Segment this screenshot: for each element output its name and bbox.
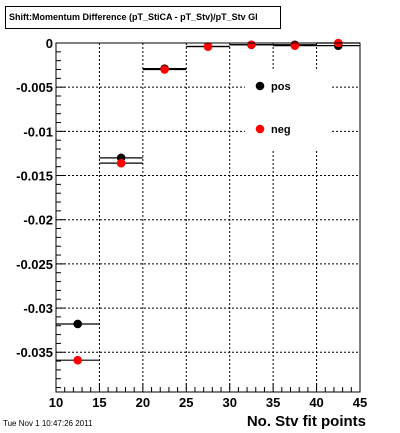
data-point-neg (203, 42, 213, 51)
y-tick-label: -0.03 (23, 301, 53, 316)
data-point-pos (73, 319, 83, 329)
legend: pos neg (245, 70, 331, 150)
x-tick-label: 45 (353, 395, 367, 410)
x-axis-label: No. Stv fit points (247, 413, 366, 430)
x-tick-label: 20 (136, 395, 150, 410)
y-tick-label: -0.015 (16, 169, 53, 184)
data-point-neg (73, 355, 83, 365)
timestamp: Tue Nov 1 10:47:26 2011 (3, 419, 93, 428)
data-point-neg (160, 65, 169, 74)
legend-marker-neg (255, 124, 265, 134)
data-point-neg (290, 41, 300, 50)
y-tick-label: -0.02 (23, 213, 53, 228)
data-point-neg (247, 40, 256, 50)
x-tick-label: 25 (179, 395, 193, 410)
plot-frame (55, 42, 361, 393)
y-tick-label: 0 (46, 36, 53, 51)
data-point-neg (116, 158, 126, 168)
y-tick-label: -0.01 (23, 124, 53, 139)
x-tick-label: 30 (222, 395, 236, 410)
legend-label-pos: pos (271, 81, 291, 93)
x-tick-label: 40 (309, 395, 323, 410)
y-tick-label: -0.035 (16, 345, 53, 360)
legend-marker-pos (255, 81, 265, 91)
axis-ticks: 10 15 20 25 30 35 40 45 0 -0.005 -0.01 -0.015 -0.02 -… (16, 36, 367, 410)
y-tick-label: -0.025 (16, 257, 53, 272)
data-series (56, 38, 360, 365)
x-tick-label: 35 (266, 395, 280, 410)
y-tick-label: -0.005 (16, 80, 53, 95)
chart-title: Shift:Momentum Difference (pT_StiCA - pT… (5, 6, 281, 29)
legend-label-neg: neg (271, 124, 291, 136)
x-tick-label: 15 (92, 395, 106, 410)
x-tick-label: 10 (49, 395, 63, 410)
